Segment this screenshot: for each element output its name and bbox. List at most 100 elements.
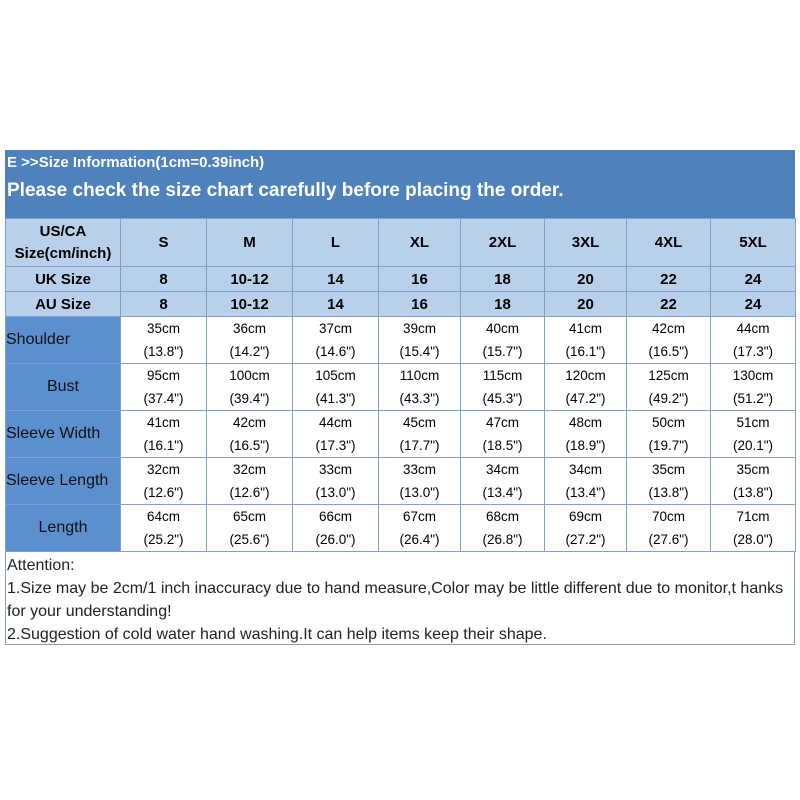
inch-value: (13.8"): [732, 485, 774, 500]
inch-value: (25.2"): [143, 532, 184, 547]
measurement-cell: 32cm (12.6"): [206, 457, 293, 505]
cm-value: 40cm: [485, 321, 519, 336]
uk-size-value: 20: [544, 266, 627, 292]
cm-value: 48cm: [568, 415, 602, 430]
notes-heading: Attention:: [7, 557, 75, 574]
inch-value: (12.6"): [143, 485, 184, 500]
measurement-cell: 42cm (16.5"): [206, 410, 293, 458]
measurement-label: Sleeve Length: [5, 457, 121, 505]
measurement-cell: 39cm (15.4"): [378, 316, 461, 364]
measurement-row: Bust 95cm (37.4") 100cm (39.4") 105cm (41.3") 1…: [5, 363, 796, 411]
cm-value: 70cm: [651, 509, 685, 524]
cm-value: 130cm: [732, 368, 774, 383]
measurement-cell: 37cm (14.6"): [292, 316, 379, 364]
inch-value: (19.7"): [648, 438, 689, 453]
cm-value: 95cm: [146, 368, 180, 383]
inch-value: (47.2"): [565, 391, 606, 406]
size-info-title: E >>Size Information(1cm=0.39inch): [5, 150, 795, 176]
cm-value: 47cm: [485, 415, 519, 430]
measurement-cell: 66cm (26.0"): [292, 504, 379, 552]
corner-label: US/CA Size(cm/inch): [5, 218, 121, 267]
cm-value: 42cm: [651, 321, 685, 336]
cm-value: 37cm: [318, 321, 352, 336]
size-header: M: [206, 218, 293, 267]
cm-value: 34cm: [568, 462, 602, 477]
inch-value: (51.2"): [732, 391, 774, 406]
size-table: US/CA Size(cm/inch) S M L XL 2XL 3XL 4XL 5XL UK Si…: [5, 218, 796, 552]
inch-value: (16.5"): [229, 438, 270, 453]
cm-value: 51cm: [736, 415, 770, 430]
cm-value: 45cm: [402, 415, 436, 430]
measurement-cell: 65cm (25.6"): [206, 504, 293, 552]
measurement-cell: 70cm (27.6"): [626, 504, 711, 552]
size-chart: E >>Size Information(1cm=0.39inch) Pleas…: [5, 150, 796, 645]
size-header: L: [292, 218, 379, 267]
measurement-cell: 100cm (39.4"): [206, 363, 293, 411]
measurement-cell: 34cm (13.4"): [460, 457, 545, 505]
uk-size-value: 18: [460, 266, 545, 292]
cm-value: 67cm: [402, 509, 436, 524]
measurement-cell: 47cm (18.5"): [460, 410, 545, 458]
measurement-cell: 69cm (27.2"): [544, 504, 627, 552]
cm-value: 32cm: [232, 462, 266, 477]
measurement-cell: 41cm (16.1"): [544, 316, 627, 364]
cm-value: 69cm: [568, 509, 602, 524]
size-header: 3XL: [544, 218, 627, 267]
inch-value: (14.2"): [229, 344, 270, 359]
uk-size-value: 24: [710, 266, 796, 292]
cm-value: 71cm: [736, 509, 770, 524]
measurement-cell: 35cm (13.8"): [710, 457, 796, 505]
measurement-cell: 35cm (13.8"): [120, 316, 207, 364]
uk-size-value: 22: [626, 266, 711, 292]
inch-value: (49.2"): [648, 391, 689, 406]
measurement-row: Length 64cm (25.2") 65cm (25.6") 66cm (26.0") 6…: [5, 504, 796, 552]
notes-line-2: 2.Suggestion of cold water hand washing.…: [7, 626, 547, 643]
cm-value: 115cm: [482, 368, 523, 383]
measurement-cell: 64cm (25.2"): [120, 504, 207, 552]
inch-value: (26.0"): [315, 532, 356, 547]
inch-value: (26.8"): [482, 532, 523, 547]
uk-size-value: 16: [378, 266, 461, 292]
cm-value: 41cm: [146, 415, 180, 430]
cm-value: 35cm: [651, 462, 685, 477]
au-size-value: 14: [292, 291, 379, 317]
cm-value: 35cm: [146, 321, 180, 336]
au-size-value: 18: [460, 291, 545, 317]
cm-value: 41cm: [568, 321, 602, 336]
au-size-value: 20: [544, 291, 627, 317]
inch-value: (45.3"): [482, 391, 523, 406]
measurement-cell: 33cm (13.0"): [378, 457, 461, 505]
cm-value: 105cm: [315, 368, 356, 383]
au-size-value: 16: [378, 291, 461, 317]
inch-value: (13.0"): [399, 485, 440, 500]
measurement-label: Shoulder: [5, 316, 121, 364]
measurement-cell: 115cm (45.3"): [460, 363, 545, 411]
measurement-cell: 42cm (16.5"): [626, 316, 711, 364]
inch-value: (18.5"): [482, 438, 523, 453]
measurement-cell: 130cm (51.2"): [710, 363, 796, 411]
inch-value: (27.6"): [648, 532, 689, 547]
attention-notes: Attention: 1.Size may be 2cm/1 inch inac…: [5, 552, 795, 645]
cm-value: 64cm: [146, 509, 180, 524]
au-size-value: 22: [626, 291, 711, 317]
corner-label-line: US/CA: [39, 222, 87, 240]
measurement-cell: 35cm (13.8"): [626, 457, 711, 505]
au-size-value: 8: [120, 291, 207, 317]
inch-value: (17.3"): [732, 344, 774, 359]
cm-value: 32cm: [146, 462, 180, 477]
uk-size-value: 14: [292, 266, 379, 292]
measurement-row: Shoulder 35cm (13.8") 36cm (14.2") 37cm (14.6"…: [5, 316, 796, 364]
au-size-row: AU Size 8 10-12 14 16 18 20 22 24: [5, 291, 796, 317]
cm-value: 34cm: [485, 462, 519, 477]
inch-value: (25.6"): [229, 532, 270, 547]
measurement-cell: 51cm (20.1"): [710, 410, 796, 458]
inch-value: (12.6"): [229, 485, 270, 500]
measurement-cell: 105cm (41.3"): [292, 363, 379, 411]
cm-value: 44cm: [318, 415, 352, 430]
cm-value: 68cm: [485, 509, 519, 524]
uk-size-value: 10-12: [206, 266, 293, 292]
cm-value: 33cm: [318, 462, 352, 477]
uk-size-row: UK Size 8 10-12 14 16 18 20 22 24: [5, 266, 796, 292]
size-header: 5XL: [710, 218, 796, 267]
inch-value: (18.9"): [565, 438, 606, 453]
